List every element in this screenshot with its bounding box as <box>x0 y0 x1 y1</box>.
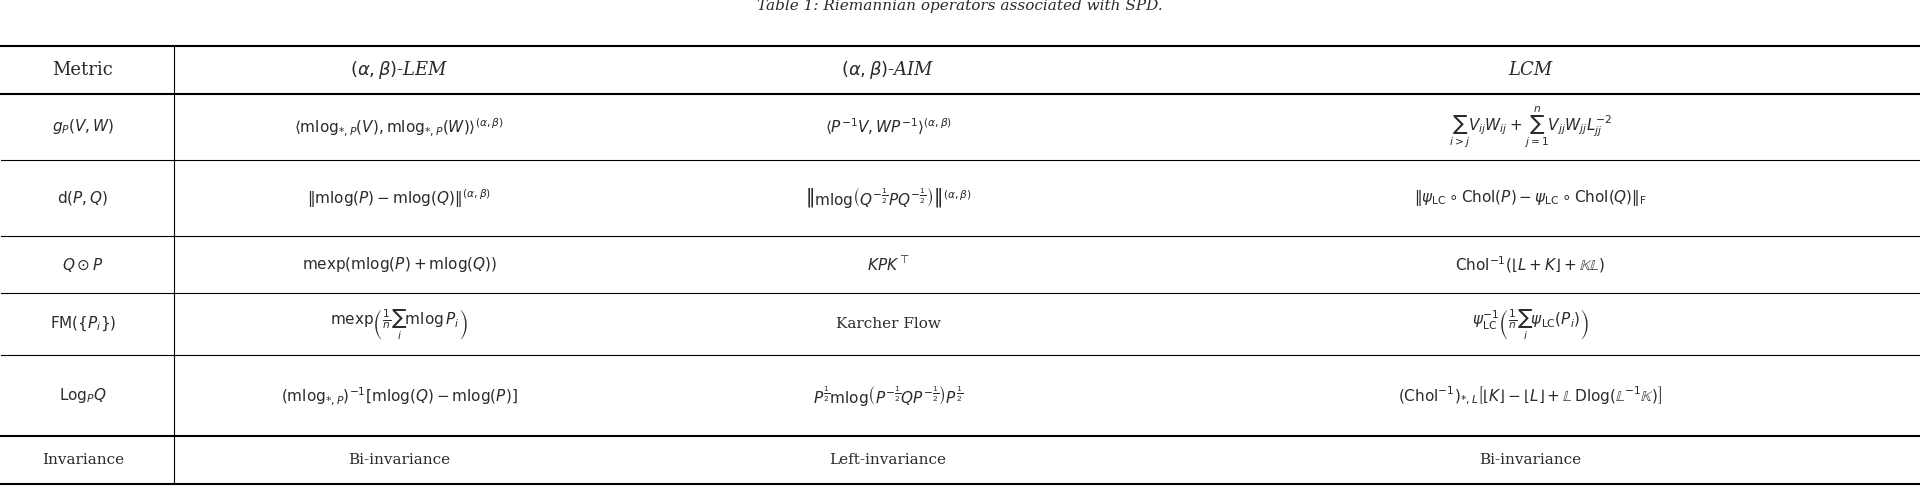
Text: $\psi_{\mathrm{LC}}^{-1}\left(\frac{1}{n}\sum_i \psi_{\mathrm{LC}}(P_i)\right)$: $\psi_{\mathrm{LC}}^{-1}\left(\frac{1}{n… <box>1473 307 1590 342</box>
Text: Invariance: Invariance <box>42 453 125 467</box>
Text: Bi-invariance: Bi-invariance <box>1478 453 1582 467</box>
Text: $\langle \mathrm{mlog}_{*,P}(V), \mathrm{mlog}_{*,P}(W)\rangle^{(\alpha,\beta)}$: $\langle \mathrm{mlog}_{*,P}(V), \mathrm… <box>294 116 505 138</box>
Text: $(\mathrm{mlog}_{*,P})^{-1}[\mathrm{mlog}(Q) - \mathrm{mlog}(P)]$: $(\mathrm{mlog}_{*,P})^{-1}[\mathrm{mlog… <box>280 385 518 407</box>
Text: $Q \odot P$: $Q \odot P$ <box>61 256 104 274</box>
Text: $\mathrm{d}(P, Q)$: $\mathrm{d}(P, Q)$ <box>58 189 109 207</box>
Text: $P^{\frac{1}{2}} \mathrm{mlog}\left(P^{-\frac{1}{2}}QP^{-\frac{1}{2}}\right) P^{: $P^{\frac{1}{2}} \mathrm{mlog}\left(P^{-… <box>812 384 964 408</box>
Text: Karcher Flow: Karcher Flow <box>835 318 941 331</box>
Text: LCM: LCM <box>1509 61 1553 79</box>
Text: $\|\psi_{\mathrm{LC}} \circ \mathrm{Chol}(P) - \psi_{\mathrm{LC}} \circ \mathrm{: $\|\psi_{\mathrm{LC}} \circ \mathrm{Chol… <box>1413 188 1647 208</box>
Text: Bi-invariance: Bi-invariance <box>348 453 451 467</box>
Text: $(\alpha, \beta)$-AIM: $(\alpha, \beta)$-AIM <box>841 59 935 81</box>
Text: $\sum_{i>j} V_{ij}W_{ij} + \sum_{j=1}^{n} V_{jj}W_{jj}L_{jj}^{-2}$: $\sum_{i>j} V_{ij}W_{ij} + \sum_{j=1}^{n… <box>1450 104 1613 150</box>
Text: $\mathrm{mexp}\left(\frac{1}{n}\sum_i \mathrm{mlog}\, P_i\right)$: $\mathrm{mexp}\left(\frac{1}{n}\sum_i \m… <box>330 307 468 342</box>
Text: $g_P(V, W)$: $g_P(V, W)$ <box>52 117 113 137</box>
Text: $\left\|\mathrm{mlog}\left(Q^{-\frac{1}{2}}PQ^{-\frac{1}{2}}\right)\right\|^{(\a: $\left\|\mathrm{mlog}\left(Q^{-\frac{1}{… <box>804 186 972 210</box>
Text: $\langle P^{-1}V, WP^{-1}\rangle^{(\alpha,\beta)}$: $\langle P^{-1}V, WP^{-1}\rangle^{(\alph… <box>824 116 952 137</box>
Text: $\mathrm{FM}(\{P_i\})$: $\mathrm{FM}(\{P_i\})$ <box>50 315 115 334</box>
Text: Left-invariance: Left-invariance <box>829 453 947 467</box>
Text: $\mathrm{mexp}(\mathrm{mlog}(P) + \mathrm{mlog}(Q))$: $\mathrm{mexp}(\mathrm{mlog}(P) + \mathr… <box>301 256 497 274</box>
Text: $\mathrm{Chol}^{-1}(\lfloor L + K \rfloor + \mathbb{KL})$: $\mathrm{Chol}^{-1}(\lfloor L + K \rfloo… <box>1455 255 1605 275</box>
Text: $\|\mathrm{mlog}(P) - \mathrm{mlog}(Q)\|^{(\alpha,\beta)}$: $\|\mathrm{mlog}(P) - \mathrm{mlog}(Q)\|… <box>307 187 492 210</box>
Text: $(\alpha, \beta)$-LEM: $(\alpha, \beta)$-LEM <box>349 59 449 81</box>
Text: $(\mathrm{Chol}^{-1})_{*,L}\left[\lfloor K\rfloor - \lfloor L\rfloor + \mathbb{L: $(\mathrm{Chol}^{-1})_{*,L}\left[\lfloor… <box>1398 385 1663 407</box>
Text: $KPK^{\top}$: $KPK^{\top}$ <box>866 256 910 274</box>
Text: Table 1: Riemannian operators associated with SPD.: Table 1: Riemannian operators associated… <box>756 0 1164 13</box>
Text: $\mathrm{Log}_P Q$: $\mathrm{Log}_P Q$ <box>60 386 108 405</box>
Text: Metric: Metric <box>52 61 113 79</box>
